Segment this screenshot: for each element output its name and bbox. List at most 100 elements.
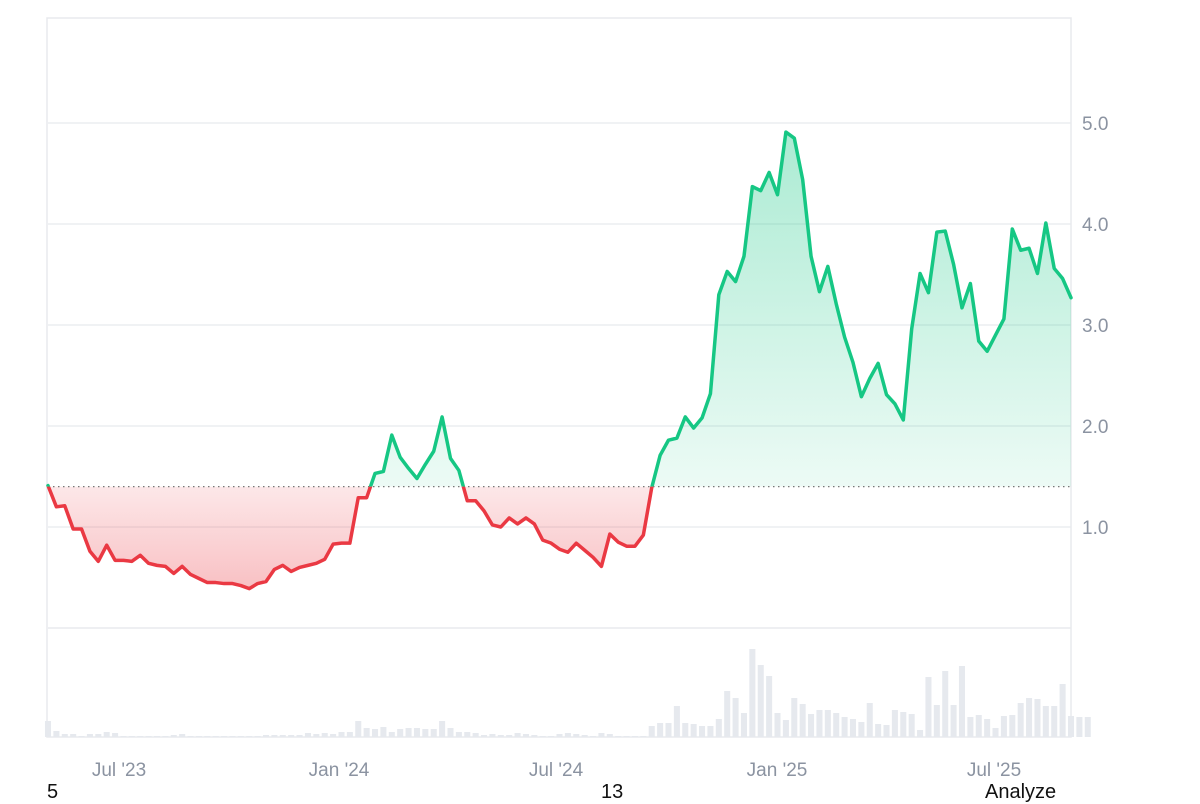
volume-bar (548, 736, 555, 737)
volume-bar (958, 666, 966, 737)
volume-bar (623, 736, 630, 737)
volume-bar (724, 691, 731, 737)
volume-bar (53, 731, 60, 737)
y-axis-labels: 1.0 2.0 3.0 4.0 5.0 (1082, 114, 1108, 539)
volume-bar (967, 717, 974, 737)
volume-bar (346, 732, 353, 737)
volume-bar (975, 715, 982, 737)
volume-bar (757, 665, 764, 737)
volume-bar (648, 726, 655, 737)
volume-bar (464, 732, 471, 737)
volume-bar (833, 713, 840, 737)
volume-bar (413, 728, 420, 737)
volume-bar (942, 671, 949, 737)
volume-bar (170, 735, 177, 737)
volume-bar (70, 734, 77, 737)
volume-bar (682, 723, 689, 737)
volume-bar (229, 736, 236, 737)
x-tick-label: Jul '23 (92, 760, 146, 781)
volume-bar (1059, 684, 1066, 737)
volume-bar (430, 729, 437, 737)
volume-bar (145, 736, 152, 737)
volume-bar (363, 728, 370, 737)
volume-bar (573, 734, 580, 737)
volume-bar (883, 725, 890, 737)
volume-bar (128, 736, 135, 737)
volume-bar (330, 734, 337, 737)
volume-bar (707, 726, 714, 737)
volume-bar (1009, 715, 1016, 737)
volume-bar (447, 728, 454, 737)
volume-bar (472, 733, 479, 737)
price-lines (46, 130, 1073, 591)
volume-bar (690, 724, 697, 737)
volume-bar (514, 733, 521, 737)
volume-bar (615, 736, 622, 737)
volume-bar (598, 733, 605, 737)
footer-left-label: 5 (47, 781, 59, 803)
volume-bar (355, 721, 362, 737)
volume-bar (246, 736, 253, 737)
volume-bar (665, 723, 672, 737)
volume-bar (422, 729, 429, 737)
y-tick-label: 5.0 (1082, 114, 1108, 135)
volume-bar (1026, 698, 1033, 737)
volume-bar (380, 727, 387, 737)
volume-bar (321, 733, 328, 737)
volume-bar (900, 712, 907, 737)
y-tick-label: 2.0 (1082, 417, 1108, 438)
volume-bar (774, 713, 781, 737)
volume-bar (405, 728, 412, 737)
volume-bar (1017, 703, 1024, 737)
volume-bar (749, 649, 756, 737)
y-tick-label: 1.0 (1082, 518, 1108, 539)
volume-bar (891, 710, 898, 737)
volume-bar (103, 732, 110, 737)
volume-bar (1051, 706, 1058, 737)
volume-bar (992, 728, 999, 737)
volume-bar (740, 713, 747, 737)
area-above-baseline (48, 132, 1071, 487)
volume-bar (917, 730, 924, 737)
volume-bar (313, 734, 320, 737)
volume-bar (631, 736, 638, 737)
volume-bar (841, 717, 848, 737)
volume-bar (212, 736, 219, 737)
volume-bar (195, 736, 202, 737)
volume-bar (112, 733, 119, 737)
volume-bar (262, 735, 270, 737)
volume-bar (61, 734, 68, 737)
volume-bar (237, 736, 244, 737)
volume-bar (657, 723, 664, 737)
volume-bar (673, 706, 680, 737)
volume-bar (908, 714, 915, 737)
volume-bar (590, 736, 597, 737)
price-areas (48, 132, 1071, 589)
volume-bar (489, 734, 496, 737)
y-tick-label: 4.0 (1082, 215, 1108, 236)
volume-bar (95, 734, 102, 737)
volume-bar (497, 735, 504, 737)
volume-bar (824, 710, 831, 737)
volume-bar (984, 719, 991, 737)
volume-bar (875, 724, 882, 737)
volume-bar (1000, 716, 1007, 737)
volume-bar (556, 734, 563, 737)
analyze-link[interactable]: Analyze (985, 781, 1057, 803)
volume-bar (950, 705, 957, 737)
volume-bar (304, 733, 311, 737)
price-line-down (46, 486, 654, 591)
volume-bar (221, 736, 228, 737)
volume-bar (1084, 717, 1091, 737)
volume-bars (44, 649, 1091, 737)
volume-bar (766, 676, 773, 737)
volume-bar (481, 735, 488, 737)
x-tick-label: Jul '25 (967, 760, 1021, 781)
volume-bar (388, 732, 395, 737)
volume-bar (455, 732, 462, 737)
x-tick-label: Jan '24 (309, 760, 370, 781)
x-axis-labels: Jul '23 Jan '24 Jul '24 Jan '25 Jul '25 (92, 760, 1021, 781)
volume-bar (522, 734, 529, 737)
volume-bar (531, 735, 538, 737)
